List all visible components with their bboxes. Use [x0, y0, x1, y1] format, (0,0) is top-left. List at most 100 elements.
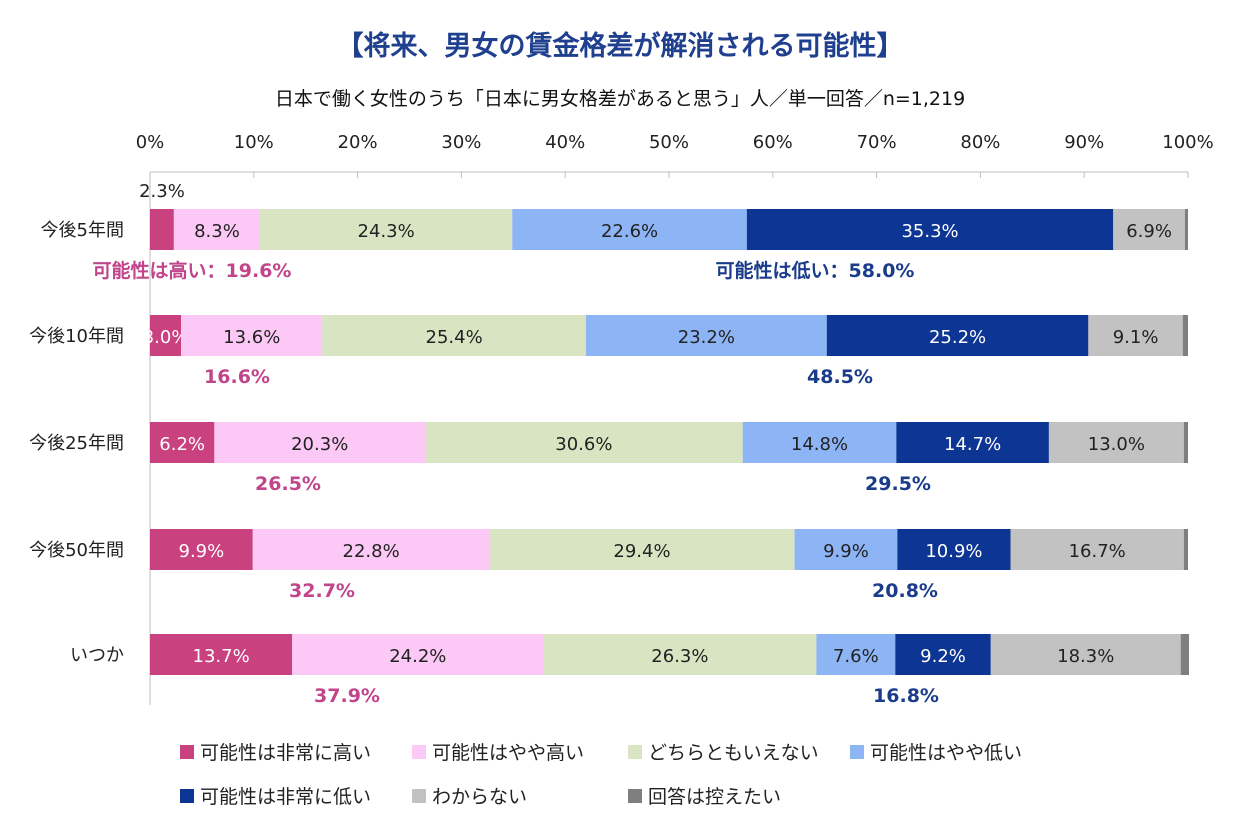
legend-item: 回答は控えたい	[628, 782, 781, 809]
plot-area: 0% 10% 20% 30% 40% 50% 60% 70% 80% 90% 100% 今後5年間今後…	[29, 132, 1214, 707]
bar-segment	[794, 529, 898, 570]
data-label: 22.8%	[343, 541, 400, 562]
data-label: 9.9%	[179, 541, 225, 562]
data-label: 30.6%	[555, 434, 612, 455]
bar-segment	[425, 422, 743, 463]
bar-segment	[897, 529, 1011, 570]
bar-segment	[150, 634, 293, 675]
category-label: 今後10年間	[29, 326, 124, 347]
bar-segment	[260, 209, 513, 250]
legend-swatch	[850, 744, 864, 759]
x-tick-label: 30%	[441, 132, 481, 153]
data-label: 14.7%	[944, 434, 1001, 455]
category-label: いつか	[70, 645, 124, 666]
data-label: 24.2%	[389, 646, 446, 667]
bar-segment	[895, 634, 991, 675]
bar-segment	[585, 315, 827, 356]
legend-swatch	[180, 744, 194, 759]
bar-segment	[1010, 529, 1184, 570]
category-label: 今後5年間	[41, 220, 124, 241]
bar-segment	[1180, 634, 1190, 675]
data-label: 25.2%	[929, 327, 986, 348]
bar-segment	[826, 315, 1089, 356]
bar-segment	[1183, 422, 1188, 463]
data-label: 6.2%	[159, 434, 205, 455]
bar-segment	[150, 422, 215, 463]
data-label: 16.7%	[1069, 541, 1126, 562]
legend-item: 可能性はやや低い	[850, 738, 1022, 765]
legend-label: どちらともいえない	[648, 742, 819, 764]
annotation-low: 16.8%	[873, 685, 939, 707]
x-tick-label: 80%	[960, 132, 1000, 153]
bar-segment	[512, 209, 747, 250]
bar-segment	[1182, 315, 1188, 356]
chart-subtitle: 日本で働く女性のうち「日本に男女格差があると思う」人／単一回答／n=1,219	[274, 88, 966, 110]
bar-segment	[181, 315, 323, 356]
bar-segment	[322, 315, 586, 356]
bar-segment	[543, 634, 817, 675]
bar-segment	[1183, 529, 1188, 570]
legend-item: 可能性は非常に高い	[180, 738, 371, 765]
data-label: 23.2%	[678, 327, 735, 348]
bar-segment	[150, 315, 182, 356]
bar-segment	[150, 209, 174, 250]
bar-segment	[214, 422, 426, 463]
bar-segment	[1048, 422, 1184, 463]
data-label: 10.9%	[925, 541, 982, 562]
legend-swatch	[180, 788, 194, 803]
data-label: 14.8%	[791, 434, 848, 455]
annotation-low: 48.5%	[807, 366, 873, 388]
annotation-high: 37.9%	[314, 685, 380, 707]
legend-label: 可能性は非常に低い	[200, 786, 372, 808]
bar-segment	[150, 529, 253, 570]
annotation-high: 32.7%	[289, 580, 355, 602]
legend-label: 可能性はやや高い	[432, 742, 585, 764]
x-tick-label: 70%	[857, 132, 897, 153]
data-label: 35.3%	[901, 221, 958, 242]
bar-segment	[990, 634, 1181, 675]
category-label: 今後50年間	[29, 540, 124, 561]
data-label: 9.1%	[1113, 327, 1159, 348]
annotation-high: 16.6%	[204, 366, 270, 388]
legend-item: どちらともいえない	[628, 738, 819, 765]
legend-swatch	[412, 744, 426, 759]
x-tick-label: 40%	[545, 132, 585, 153]
bar-segment	[252, 529, 490, 570]
data-label: 26.3%	[651, 646, 708, 667]
x-tick-label: 50%	[649, 132, 689, 153]
annotation-high: 可能性は高い：19.6%	[93, 259, 292, 282]
data-label: 9.2%	[920, 646, 966, 667]
legend-swatch	[628, 788, 642, 803]
data-label: 13.0%	[1088, 434, 1145, 455]
chart-title: 【将来、男女の賃金格差が解消される可能性】	[336, 31, 904, 62]
data-label: 2.3%	[139, 181, 185, 202]
legend-label: わからない	[432, 786, 528, 808]
legend-label: 可能性は非常に高い	[200, 742, 372, 764]
legend-swatch	[628, 744, 642, 759]
bar-segment	[896, 422, 1049, 463]
x-tick-label: 100%	[1162, 132, 1213, 153]
data-label: 18.3%	[1057, 646, 1114, 667]
legend-item: わからない	[412, 782, 527, 809]
x-tick-label: 10%	[234, 132, 274, 153]
data-label: 9.9%	[823, 541, 869, 562]
legend-item: 可能性はやや高い	[412, 738, 584, 765]
bar-segment	[173, 209, 261, 250]
data-label: 3.0%	[143, 327, 189, 348]
data-label: 13.7%	[193, 646, 250, 667]
bar-segment	[1113, 209, 1185, 250]
data-label: 13.6%	[223, 327, 280, 348]
x-tick-label: 60%	[753, 132, 793, 153]
bar-segment	[1184, 209, 1188, 250]
annotation-high: 26.5%	[255, 473, 321, 495]
bar-segment	[489, 529, 795, 570]
x-tick-label: 90%	[1064, 132, 1104, 153]
category-label: 今後25年間	[29, 433, 124, 454]
bar-segment	[746, 209, 1114, 250]
legend-swatch	[412, 788, 426, 803]
annotation-low: 可能性は低い：58.0%	[716, 259, 915, 282]
data-label: 6.9%	[1126, 221, 1172, 242]
bar-segment	[292, 634, 544, 675]
bar-segment	[816, 634, 896, 675]
